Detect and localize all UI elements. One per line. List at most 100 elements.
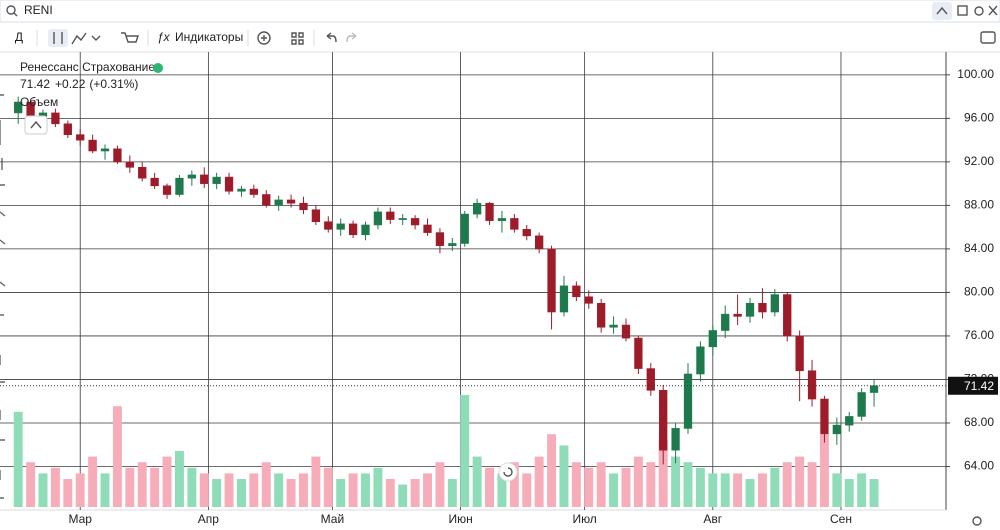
volume-bar [485,467,495,507]
volume-bar [522,473,532,507]
volume-bar [857,473,867,507]
indicators-button[interactable]: Индикаторы [175,30,243,44]
volume-bar [410,479,420,507]
candle-body [807,370,817,400]
volume-bar [125,467,135,507]
candle-body [361,224,370,236]
volume-bar [609,473,619,507]
volume-legend: Объем [20,95,58,109]
undo-button[interactable] [326,32,337,43]
volume-bar [249,473,259,507]
volume-bar [348,473,358,507]
settings-button[interactable] [974,6,984,16]
candle-body [609,324,618,328]
x-tick-label: Май [321,512,345,526]
candle-body [448,243,457,246]
screenshot-button[interactable] [980,31,996,44]
dropdown-button[interactable] [91,35,101,41]
candle-body [683,373,693,429]
redo-button[interactable] [346,32,357,43]
cart-button[interactable] [121,32,139,43]
volume-bar [361,473,370,507]
volume-bar [274,473,284,507]
volume-bar [323,467,333,507]
candle-body [547,248,556,313]
fx-icon: ƒx [157,30,171,44]
volume-bar [261,462,271,507]
volume-bar [50,467,60,507]
reset-icon [503,467,513,477]
volume-bar [584,467,594,507]
add-icon [261,35,267,41]
legend-change: +0.22 [55,77,86,91]
volume-bar [460,395,470,507]
collapse-button[interactable] [932,2,952,20]
volume-bar [38,473,48,507]
x-tick-label: Июн [448,512,472,526]
candle-body [373,211,383,226]
volume-bar [509,462,519,507]
add-button[interactable] [257,31,271,45]
candle-body [485,202,494,221]
candle-body [820,398,829,435]
candle-body [100,148,110,152]
interval-button[interactable]: Д [15,30,23,44]
volume-bar [497,473,507,507]
candle-body [770,294,779,313]
instrument-name: Ренессанс Страхование [20,60,155,74]
candle-body [299,202,308,211]
candle-body [510,218,519,230]
x-tick-label: Сен [830,512,852,526]
volume-bar [745,479,755,507]
candle-body [721,313,730,331]
volume-bar [596,462,606,507]
volume-bar [770,467,780,507]
y-tick-label: 76.00 [964,328,994,342]
search-bar[interactable] [0,0,1000,23]
volume-bar [336,479,346,507]
candle-body [435,232,445,246]
candle-body [472,202,482,215]
volume-bar [733,473,743,507]
volume-bar [844,479,854,507]
close-button[interactable] [988,5,998,16]
volume-bar [646,462,656,507]
y-tick-label: 80.00 [964,285,994,299]
layout-button[interactable] [291,32,304,45]
candle-body [869,385,879,393]
candle-body [113,148,122,163]
candle-body [175,177,184,195]
search-text[interactable]: RENI [24,3,53,17]
legend-change-pct: (+0.31%) [89,77,138,91]
area-button[interactable] [71,32,87,45]
tool-icons[interactable] [0,94,6,499]
candles-icon [53,32,63,44]
volume-bar [720,473,730,507]
candle-body [832,424,841,435]
volume-bar [708,473,718,507]
volume-bar [137,462,147,507]
volume-bar [26,462,36,507]
volume-bar [112,406,122,507]
x-tick-label: Июл [572,512,596,526]
candle-body [696,346,705,375]
window-button[interactable] [957,5,968,16]
volume-bar [174,451,184,507]
candle-body [150,177,159,187]
search-icon-handle [13,12,18,17]
candle-body [274,199,283,206]
reset-button[interactable] [498,462,518,482]
candle-body [572,285,581,298]
candles-button[interactable] [48,29,68,47]
candle-body [14,101,23,114]
axis-settings-button[interactable] [972,516,982,526]
y-tick-label: 84.00 [964,241,994,255]
legend-collapse-button[interactable] [24,115,48,135]
candle-body [708,330,717,348]
y-tick-label: 92.00 [964,154,994,168]
candle-body [63,123,72,135]
candle-body [783,294,792,337]
volume-bar [621,467,631,507]
volume-bar [547,434,557,507]
